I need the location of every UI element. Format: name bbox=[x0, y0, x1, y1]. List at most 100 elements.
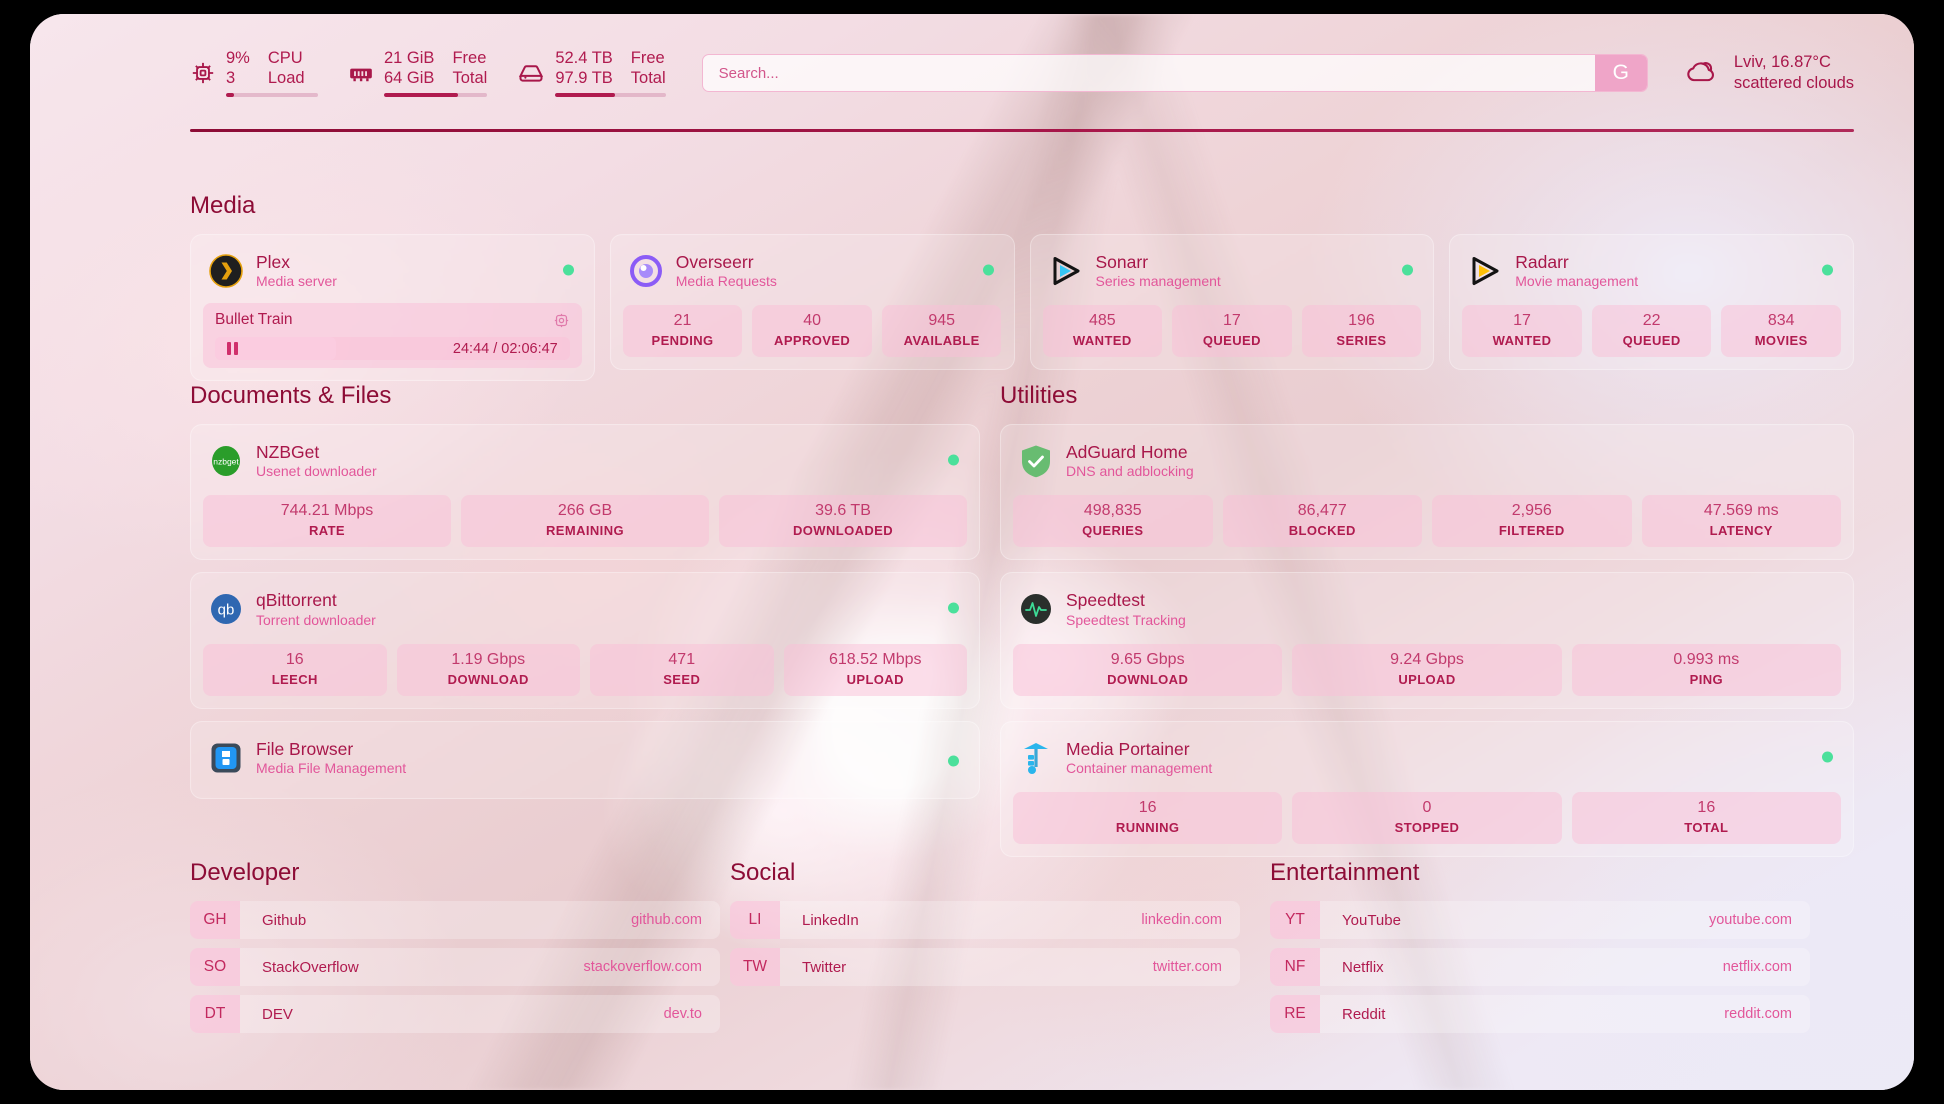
header-divider bbox=[190, 129, 1854, 132]
stat-item: 0 STOPPED bbox=[1292, 791, 1562, 844]
bookmark-item[interactable]: SO StackOverflow stackoverflow.com bbox=[190, 948, 720, 986]
stat-item: 618.52 Mbps UPLOAD bbox=[783, 643, 967, 696]
stat-value: 17 bbox=[1513, 312, 1531, 330]
stat-value: 945 bbox=[928, 312, 956, 330]
memory-progress-bar bbox=[384, 92, 488, 97]
stat-item: 40 APPROVED bbox=[752, 305, 872, 358]
bookmark-abbr: DT bbox=[190, 995, 240, 1033]
overseerr-icon bbox=[629, 254, 663, 288]
bookmark-name: Twitter bbox=[802, 958, 847, 976]
stat-label: LATENCY bbox=[1709, 523, 1773, 539]
service-card-radarr[interactable]: Radarr Movie management 17 WANTED 22 QUE… bbox=[1449, 234, 1854, 371]
google-g-icon[interactable]: G bbox=[1594, 55, 1647, 91]
bookmark-item[interactable]: TW Twitter twitter.com bbox=[730, 948, 1240, 986]
service-subtitle: Container management bbox=[1066, 759, 1213, 776]
disk-icon bbox=[517, 59, 545, 87]
stat-item: 47.569 ms LATENCY bbox=[1641, 495, 1841, 548]
bookmark-url: twitter.com bbox=[1152, 959, 1222, 975]
stat-item: 266 GB REMAINING bbox=[461, 495, 709, 548]
service-subtitle: Movie management bbox=[1515, 273, 1639, 290]
stat-label: RATE bbox=[308, 523, 346, 539]
service-subtitle: Media File Management bbox=[256, 759, 407, 776]
stat-value: 22 bbox=[1642, 312, 1661, 330]
portainer-icon bbox=[1019, 741, 1053, 775]
search-input[interactable] bbox=[702, 55, 1595, 91]
service-card-adguard-home[interactable]: AdGuard Home DNS and adblocking 498,835 … bbox=[1000, 424, 1854, 561]
stat-item: 17 WANTED bbox=[1462, 305, 1582, 358]
nzbget-icon: nzbget bbox=[209, 444, 243, 478]
pause-icon[interactable] bbox=[227, 342, 238, 356]
playback-progress-bar[interactable]: 24:44 / 02:06:47 bbox=[215, 337, 570, 361]
stat-item: 9.65 Gbps DOWNLOAD bbox=[1013, 643, 1283, 696]
bookmark-url: github.com bbox=[631, 912, 702, 928]
bookmark-item[interactable]: NF Netflix netflix.com bbox=[1270, 948, 1810, 986]
stat-item: 17 QUEUED bbox=[1172, 305, 1292, 358]
svg-text:nzbget: nzbget bbox=[213, 457, 239, 467]
cpu-widget: 9% 3 CPU Load bbox=[190, 49, 318, 97]
stat-label: LEECH bbox=[271, 671, 318, 687]
settings-icon[interactable] bbox=[553, 312, 570, 334]
utilities-section: Utilities AdGuard Home DNS and adblockin… bbox=[1000, 382, 1854, 857]
service-card-plex[interactable]: Plex Media server Bullet Train bbox=[190, 234, 595, 382]
cpu-readout: 9% 3 CPU Load bbox=[226, 49, 318, 97]
speedtest-icon bbox=[1019, 592, 1053, 626]
stat-value: 0 bbox=[1422, 798, 1432, 816]
status-badge bbox=[562, 264, 574, 276]
bookmark-item[interactable]: LI LinkedIn linkedin.com bbox=[730, 901, 1240, 939]
stat-value: 16 bbox=[1138, 798, 1157, 816]
bookmark-url: dev.to bbox=[663, 1006, 702, 1022]
stat-label: REMAINING bbox=[546, 523, 624, 539]
bookmark-item[interactable]: DT DEV dev.to bbox=[190, 995, 720, 1033]
bookmark-name: StackOverflow bbox=[262, 958, 359, 976]
stat-value: 2,956 bbox=[1511, 502, 1552, 520]
search-box[interactable]: G bbox=[701, 54, 1648, 92]
service-card-sonarr[interactable]: Sonarr Series management 485 WANTED 17 Q… bbox=[1029, 234, 1435, 371]
stat-value: 86,477 bbox=[1297, 502, 1347, 520]
stat-value: 16 bbox=[1697, 798, 1716, 816]
stat-item: 9.24 Gbps UPLOAD bbox=[1292, 643, 1562, 696]
service-name: Overseerr bbox=[675, 252, 754, 272]
stat-item: 834 MOVIES bbox=[1721, 305, 1841, 358]
service-card-qbittorrent[interactable]: qb qBittorrent Torrent downloader 16 LEE… bbox=[190, 572, 980, 709]
service-card-speedtest[interactable]: Speedtest Speedtest Tracking 9.65 Gbps D… bbox=[1000, 572, 1854, 709]
stat-label: RUNNING bbox=[1115, 819, 1180, 835]
stat-value: 498,835 bbox=[1083, 502, 1142, 520]
utilities-section-title: Utilities bbox=[1000, 382, 1078, 409]
disk-label-bottom: Total bbox=[630, 68, 666, 87]
bookmark-item[interactable]: YT YouTube youtube.com bbox=[1270, 901, 1810, 939]
media-section-title: Media bbox=[190, 192, 256, 219]
cpu-progress-bar bbox=[226, 92, 318, 97]
adguard-icon bbox=[1019, 444, 1053, 478]
cpu-icon bbox=[190, 60, 216, 86]
bookmark-group-title: Entertainment bbox=[1270, 859, 1420, 886]
stat-item: 196 SERIES bbox=[1301, 305, 1422, 358]
playback-time: 24:44 / 02:06:47 bbox=[452, 340, 558, 357]
stat-value: 618.52 Mbps bbox=[828, 650, 922, 668]
bookmark-name: YouTube bbox=[1342, 911, 1401, 929]
service-card-nzbget[interactable]: nzbget NZBGet Usenet downloader 744.21 M… bbox=[190, 424, 980, 561]
service-card-overseerr[interactable]: Overseerr Media Requests 21 PENDING 40 A… bbox=[609, 234, 1015, 371]
cpu-label-top: CPU bbox=[267, 49, 303, 68]
service-subtitle: Speedtest Tracking bbox=[1066, 611, 1186, 628]
dashboard-frame: 9% 3 CPU Load bbox=[30, 14, 1914, 1090]
bookmark-abbr: NF bbox=[1270, 948, 1320, 986]
documents-section: Documents & Files nzbget NZBGet Usenet d… bbox=[190, 382, 980, 799]
bookmark-item[interactable]: GH Github github.com bbox=[190, 901, 720, 939]
stat-item: 945 AVAILABLE bbox=[881, 305, 1002, 358]
now-playing: Bullet Train 24:44 / 02:06:47 bbox=[203, 303, 582, 369]
cpu-label-bottom: Load bbox=[267, 68, 305, 87]
plex-icon bbox=[209, 254, 243, 288]
bookmark-abbr: TW bbox=[730, 948, 780, 986]
bookmark-name: Netflix bbox=[1342, 958, 1384, 976]
stat-label: DOWNLOADED bbox=[792, 523, 894, 539]
stat-value: 39.6 TB bbox=[815, 502, 871, 520]
stat-value: 47.569 ms bbox=[1703, 502, 1779, 520]
stat-label: PENDING bbox=[651, 333, 714, 349]
stat-item: 16 RUNNING bbox=[1013, 791, 1283, 844]
service-card-media-portainer[interactable]: Media Portainer Container management 16 … bbox=[1000, 720, 1854, 857]
service-subtitle: Usenet downloader bbox=[256, 463, 377, 480]
sonarr-icon bbox=[1049, 254, 1083, 288]
bookmark-item[interactable]: RE Reddit reddit.com bbox=[1270, 995, 1810, 1033]
service-card-file-browser[interactable]: File Browser Media File Management bbox=[190, 720, 980, 799]
service-subtitle: DNS and adblocking bbox=[1066, 463, 1194, 480]
